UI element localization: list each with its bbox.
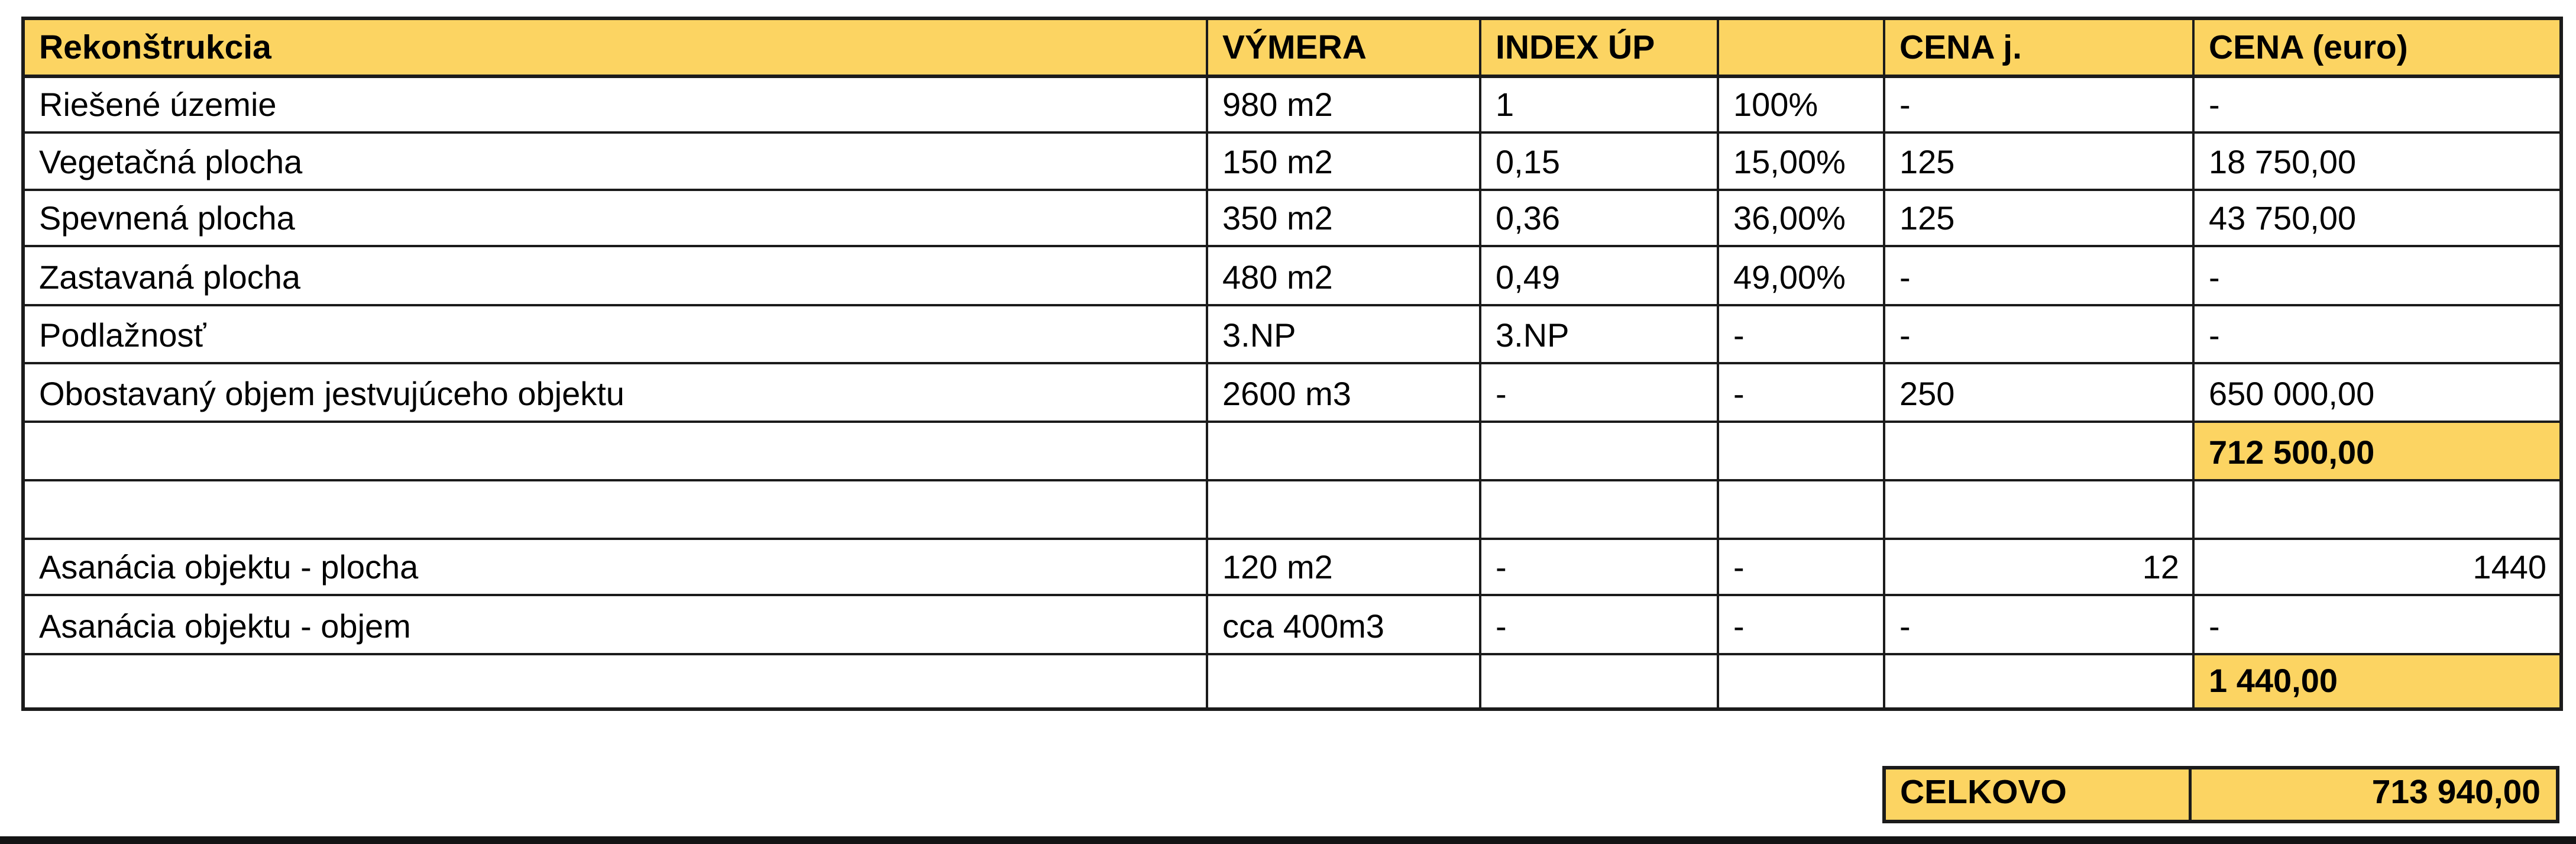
header-cell-index-up[interactable]: INDEX ÚP [1479,17,1719,78]
table-cell[interactable] [1883,479,2195,540]
table-cell[interactable]: 0,49 [1479,245,1719,306]
table-row: Zastavaná plocha 480 m2 0,49 49,00% - - [22,245,2562,306]
table-cell[interactable]: - [2192,245,2562,306]
table-cell[interactable]: 36,00% [1717,189,1885,247]
table-cell[interactable]: - [1717,362,1885,423]
table-cell[interactable] [1206,421,1481,481]
table-cell[interactable] [1717,421,1885,481]
table-cell[interactable] [1883,653,2195,710]
table-cell[interactable]: 125 [1883,189,2195,247]
table-cell[interactable]: Spevnená plocha [22,189,1208,247]
table-cell[interactable]: 0,15 [1479,131,1719,191]
table-cell[interactable]: Podlažnosť [22,304,1208,364]
table-cell[interactable]: 125 [1883,131,2195,191]
table-cell[interactable]: - [1883,245,2195,306]
table-row [22,479,2562,540]
table-cell[interactable]: - [2192,304,2562,364]
table-cell[interactable]: 1440 [2192,538,2562,596]
table-cell[interactable]: 650 000,00 [2192,362,2562,423]
table-cell[interactable]: 250 [1883,362,2195,423]
table-cell[interactable]: 350 m2 [1206,189,1481,247]
table-cell[interactable]: - [1717,304,1885,364]
table-cell[interactable]: 49,00% [1717,245,1885,306]
table-cell[interactable]: 3.NP [1479,304,1719,364]
table-cell[interactable]: 980 m2 [1206,75,1481,134]
header-cell-rekonstrukcia[interactable]: Rekonštrukcia [22,17,1208,78]
header-cell-vymera[interactable]: VÝMERA [1206,17,1481,78]
table-cell[interactable] [1717,653,1885,710]
table-cell[interactable]: 1 440,00 [2192,653,2562,710]
table-cell[interactable] [1206,479,1481,540]
table-cell[interactable]: 1 [1479,75,1719,134]
table-cell[interactable]: - [1479,538,1719,596]
table-cell[interactable]: 3.NP [1206,304,1481,364]
bottom-divider [0,836,2576,844]
table-cell[interactable]: 150 m2 [1206,131,1481,191]
table-row: Vegetačná plocha 150 m2 0,15 15,00% 125 18 75… [22,131,2562,191]
header-cell-percent[interactable] [1717,17,1885,78]
table-cell[interactable]: Riešené územie [22,75,1208,134]
table-cell[interactable] [1479,479,1719,540]
table-cell[interactable]: 100% [1717,75,1885,134]
table-cell[interactable]: 15,00% [1717,131,1885,191]
table-cell[interactable]: Asanácia objektu - plocha [22,538,1208,596]
table-header-row: Rekonštrukcia VÝMERA INDEX ÚP CENA j. CE… [22,17,2562,78]
table-cell[interactable]: 712 500,00 [2192,421,2562,481]
total-value-cell[interactable]: 713 940,00 [2371,773,2541,811]
header-cell-cena-euro[interactable]: CENA (euro) [2192,17,2562,78]
table-row: Podlažnosť 3.NP 3.NP - - - [22,304,2562,364]
cost-table-sheet: Rekonštrukcia VÝMERA INDEX ÚP CENA j. CE… [21,17,2563,711]
table-cell[interactable] [1883,421,2195,481]
table-cell[interactable]: 0,36 [1479,189,1719,247]
table-row: 712 500,00 [22,421,2562,481]
total-summary-row: CELKOVO 713 940,00 [1882,766,2559,823]
table-cell[interactable]: Asanácia objektu - objem [22,594,1208,655]
table-row: Spevnená plocha 350 m2 0,36 36,00% 125 43 750… [22,189,2562,247]
header-cell-cena-j[interactable]: CENA j. [1883,17,2195,78]
table-row: Riešené územie 980 m2 1 100% - - [22,75,2562,134]
table-row: Asanácia objektu - plocha 120 m2- -12 1440 [22,538,2562,596]
table-cell[interactable]: - [1479,362,1719,423]
table-cell[interactable]: 12 [1883,538,2195,596]
table-cell[interactable]: 2600 m3 [1206,362,1481,423]
table-cell[interactable] [22,479,1208,540]
table-cell[interactable] [22,421,1208,481]
table-row: Obostavaný objem jestvujúceho objektu 260… [22,362,2562,423]
table-cell[interactable]: Vegetačná plocha [22,131,1208,191]
table-cell[interactable]: - [1883,75,2195,134]
table-cell[interactable] [2192,479,2562,540]
table-cell[interactable] [1206,653,1481,710]
total-label-cell[interactable]: CELKOVO [1886,769,2192,820]
table-row: Asanácia objektu - objem cca 400m3- - - - [22,594,2562,655]
table-cell[interactable]: cca 400m3 [1206,594,1481,655]
table-cell[interactable]: - [1717,594,1885,655]
table-cell[interactable]: - [2192,594,2562,655]
table-cell[interactable]: - [2192,75,2562,134]
table-cell[interactable]: 120 m2 [1206,538,1481,596]
table-cell[interactable]: - [1883,594,2195,655]
table-cell[interactable] [1479,653,1719,710]
table-cell[interactable]: - [1883,304,2195,364]
table-cell[interactable]: - [1479,594,1719,655]
reconstruction-cost-table: Rekonštrukcia VÝMERA INDEX ÚP CENA j. CE… [21,17,2563,711]
table-cell[interactable]: Zastavaná plocha [22,245,1208,306]
table-row: 1 440,00 [22,653,2562,710]
table-cell[interactable] [1479,421,1719,481]
table-cell[interactable] [22,653,1208,710]
table-body: Riešené územie 980 m2 1 100% - - Vegetačná plo… [22,75,2562,710]
table-cell[interactable] [1717,479,1885,540]
table-cell[interactable]: 480 m2 [1206,245,1481,306]
table-cell[interactable]: 43 750,00 [2192,189,2562,247]
table-cell[interactable]: 18 750,00 [2192,131,2562,191]
table-cell[interactable]: - [1717,538,1885,596]
table-cell[interactable]: Obostavaný objem jestvujúceho objektu [22,362,1208,423]
